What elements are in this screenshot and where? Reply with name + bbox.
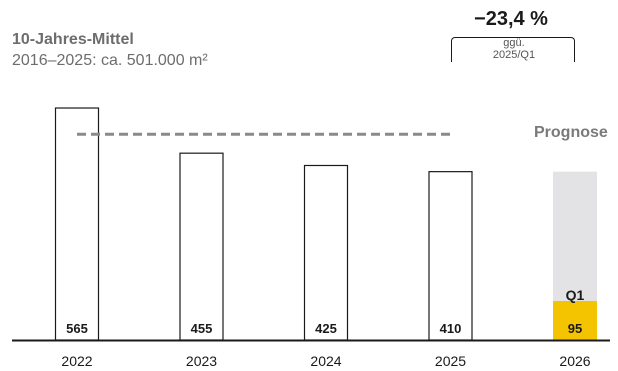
x-tick-2023: 2023 bbox=[186, 353, 217, 369]
value-label-2026: 95 bbox=[568, 321, 582, 336]
bar-2023 bbox=[179, 152, 224, 341]
change-bracket bbox=[451, 37, 575, 62]
forecast-label: Prognose bbox=[534, 124, 608, 141]
change-note: ggü. 2025/Q1 bbox=[460, 37, 568, 61]
x-tick-2024: 2024 bbox=[310, 353, 341, 369]
value-label-2022: 565 bbox=[66, 321, 88, 336]
x-tick-2026: 2026 bbox=[559, 353, 590, 369]
value-label-2023: 455 bbox=[191, 321, 213, 336]
bar-2022 bbox=[54, 107, 100, 341]
q1-bar bbox=[553, 300, 597, 340]
x-tick-2022: 2022 bbox=[61, 353, 92, 369]
change-note-line2: 2025/Q1 bbox=[492, 49, 536, 61]
bar-2025 bbox=[428, 171, 473, 341]
mean-title: 10-Jahres-Mittel bbox=[12, 31, 134, 48]
change-value: −23,4 % bbox=[474, 8, 548, 30]
value-label-2025: 410 bbox=[440, 321, 462, 336]
bar-2024 bbox=[303, 164, 349, 341]
change-note-line1: ggü. bbox=[503, 37, 525, 49]
x-tick-2025: 2025 bbox=[435, 353, 466, 369]
mean-subtitle: 2016–2025: ca. 501.000 m² bbox=[12, 52, 208, 69]
q1-label: Q1 bbox=[566, 287, 585, 303]
value-label-2024: 425 bbox=[315, 321, 337, 336]
